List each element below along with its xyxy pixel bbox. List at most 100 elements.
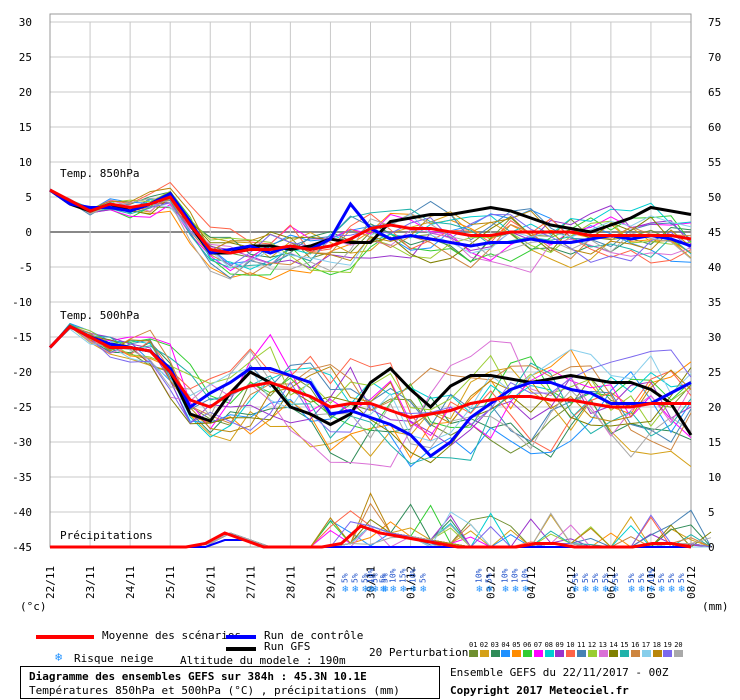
title-line-2: Températures 850hPa et 500hPa (°C) , pré… bbox=[29, 684, 400, 697]
left-tick-label: -20 bbox=[12, 366, 32, 379]
pert-color-square bbox=[652, 650, 662, 657]
snowflake-icon: ❄ bbox=[400, 585, 408, 595]
member-line bbox=[49, 324, 692, 464]
date-tick-label: 25/11 bbox=[164, 566, 177, 599]
snowflake-icon: ❄ bbox=[371, 585, 379, 595]
pert-number: 20 bbox=[674, 641, 683, 649]
left-tick-label: 25 bbox=[19, 51, 32, 64]
member-line bbox=[49, 324, 692, 459]
snow-risk-pct: 5% bbox=[571, 573, 580, 583]
snow-risk-pct: 5% bbox=[419, 573, 428, 583]
member-line bbox=[49, 325, 692, 451]
left-tick-label: -40 bbox=[12, 506, 32, 519]
title-box: Diagramme des ensembles GEFS sur 384h : … bbox=[20, 666, 440, 699]
pert-number: 16 bbox=[631, 641, 640, 649]
member-line bbox=[49, 187, 692, 262]
legend-gfs-swatch bbox=[226, 647, 256, 651]
legend-control-label: Run de contrôle bbox=[264, 629, 364, 642]
date-tick-label: 05/12 bbox=[565, 566, 578, 599]
right-tick-label: 15 bbox=[708, 436, 721, 449]
snowflake-icon: ❄ bbox=[638, 585, 646, 595]
pert-color-square bbox=[587, 650, 597, 657]
snowflake-icon: ❄ bbox=[390, 585, 398, 595]
pert-number: 09 bbox=[555, 641, 564, 649]
pert-number: 14 bbox=[609, 641, 618, 649]
snow-risk-pct: 5% bbox=[340, 573, 349, 583]
date-tick-label: 06/12 bbox=[605, 566, 618, 599]
title-line-1: Diagramme des ensembles GEFS sur 384h : … bbox=[29, 670, 367, 683]
snowflake-icon: ❄ bbox=[55, 650, 63, 664]
snowflake-icon: ❄ bbox=[420, 585, 428, 595]
left-tick-label: -25 bbox=[12, 401, 32, 414]
snowflake-icon: ❄ bbox=[351, 585, 359, 595]
snow-risk-pct: 15% bbox=[399, 568, 408, 583]
legend-snow-label: Risque neige bbox=[74, 652, 154, 665]
right-tick-label: 25 bbox=[708, 366, 721, 379]
pert-number: 11 bbox=[577, 641, 586, 649]
member-line bbox=[49, 322, 692, 465]
pert-color-square bbox=[663, 650, 673, 657]
pert-color-square bbox=[598, 650, 608, 657]
snowflake-icon: ❄ bbox=[602, 585, 610, 595]
pert-number: 18 bbox=[652, 641, 662, 649]
pert-color-square bbox=[469, 650, 478, 657]
member-line bbox=[49, 189, 692, 269]
snow-risk-pct: 10% bbox=[367, 568, 376, 583]
left-tick-label: 10 bbox=[19, 156, 32, 169]
right-tick-label: 0 bbox=[708, 541, 715, 554]
pert-number: 10 bbox=[566, 641, 575, 649]
pert-color-square bbox=[566, 650, 576, 657]
left-tick-label: 15 bbox=[19, 121, 32, 134]
pert-number: 07 bbox=[533, 641, 543, 649]
snowflake-icon: ❄ bbox=[648, 585, 656, 595]
snow-risk-pct: 5% bbox=[591, 573, 600, 583]
member-line bbox=[49, 189, 692, 274]
snowflake-icon: ❄ bbox=[658, 585, 666, 595]
date-tick-label: 03/12 bbox=[485, 566, 498, 599]
snowflake-icon: ❄ bbox=[341, 585, 349, 595]
snowflake-icon: ❄ bbox=[361, 585, 369, 595]
snowflake-icon: ❄ bbox=[486, 585, 494, 595]
snowflake-icon: ❄ bbox=[410, 585, 418, 595]
snowflake-icon: ❄ bbox=[522, 585, 530, 595]
snowflake-icon: ❄ bbox=[512, 585, 520, 595]
right-tick-label: 50 bbox=[708, 191, 721, 204]
left-tick-label: 20 bbox=[19, 86, 32, 99]
member-line bbox=[49, 189, 692, 272]
right-tick-label: 55 bbox=[708, 156, 721, 169]
legend-gfs-label: Run GFS bbox=[264, 640, 311, 653]
pert-number: 13 bbox=[598, 641, 608, 649]
snow-risk-pct: 5% bbox=[360, 573, 369, 583]
pert-color-square bbox=[555, 650, 565, 657]
snow-risk-pct: 10% bbox=[501, 568, 510, 583]
snow-risk-pct: 5% bbox=[581, 573, 590, 583]
right-axis-unit: (mm) bbox=[702, 600, 729, 613]
snowflake-icon: ❄ bbox=[612, 585, 620, 595]
pert-color-square bbox=[577, 650, 586, 657]
snowflake-icon: ❄ bbox=[368, 585, 376, 595]
right-tick-label: 60 bbox=[708, 121, 721, 134]
snow-risk-pct: 10% bbox=[521, 568, 530, 583]
snowflake-icon: ❄ bbox=[592, 585, 600, 595]
pert-color-square bbox=[674, 650, 684, 657]
date-tick-label: 30/11 bbox=[365, 566, 378, 599]
series-0-precip bbox=[50, 524, 692, 549]
series-0-t500 bbox=[48, 324, 691, 420]
date-tick-label: 07/12 bbox=[645, 566, 658, 599]
pert-color-square bbox=[490, 650, 500, 657]
copyright: Copyright 2017 Meteociel.fr bbox=[450, 684, 629, 697]
snow-risk-pct: 5% bbox=[677, 573, 686, 583]
snowflake-icon: ❄ bbox=[678, 585, 686, 595]
date-tick-label: 04/12 bbox=[525, 566, 538, 599]
pert-number: 03 bbox=[490, 641, 500, 649]
snow-risk-pct: 5% bbox=[485, 573, 494, 583]
legend-mean-swatch bbox=[36, 635, 94, 639]
pert-number: 17 bbox=[641, 641, 651, 649]
left-tick-label: -10 bbox=[12, 296, 32, 309]
pert-number: 05 bbox=[512, 641, 521, 649]
series-0-t850 bbox=[49, 188, 692, 255]
pert-color-square bbox=[620, 650, 630, 657]
snow-risk-pct: 5% bbox=[611, 573, 620, 583]
pert-color-square bbox=[544, 650, 554, 657]
